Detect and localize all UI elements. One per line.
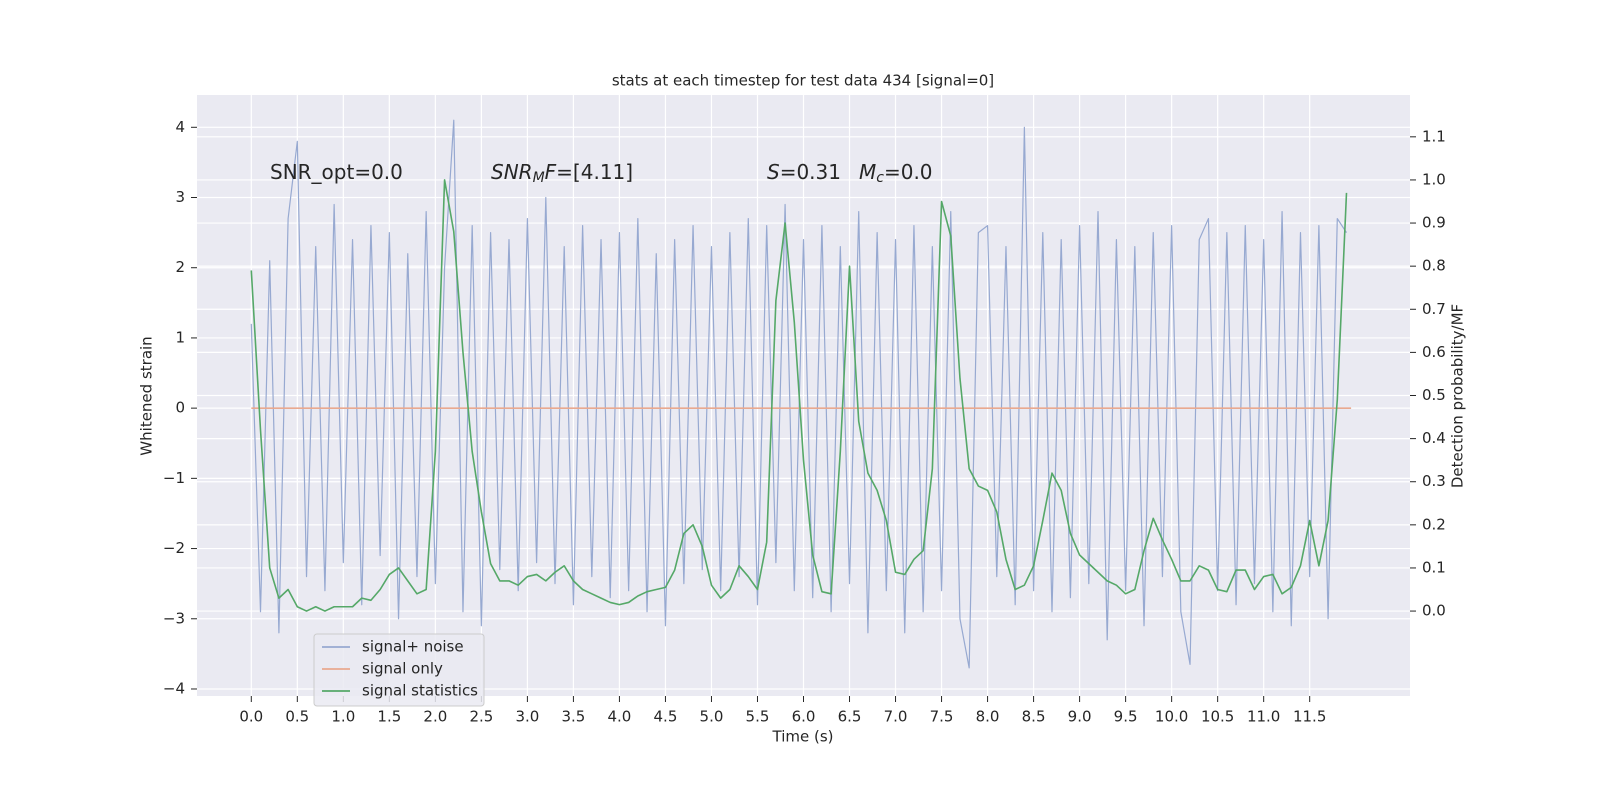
x-axis-label: Time (s) <box>772 728 834 746</box>
x-tick-label: 3.5 <box>561 708 585 726</box>
annotation-part: =0.31 <box>780 160 841 184</box>
annotation: SNRMF=[4.11] <box>491 160 633 187</box>
legend-label: signal only <box>362 660 443 678</box>
annotation-part: =0.0 <box>884 160 933 184</box>
series-line <box>250 179 1348 612</box>
y2-tick-label: 1.1 <box>1422 127 1446 145</box>
x-tick-label: 0.5 <box>285 708 309 726</box>
annotation-part: M <box>533 170 545 186</box>
grid <box>197 95 1410 696</box>
x-tick-label: 7.0 <box>884 708 908 726</box>
annotation-part: =[4.11] <box>556 160 633 184</box>
y2-tick-label: 0.4 <box>1422 429 1446 447</box>
x-tick-label: 6.5 <box>838 708 862 726</box>
annotation: Mc=0.0 <box>859 160 933 187</box>
y2-tick-label: 0.9 <box>1422 214 1446 232</box>
y-tick-label: 4 <box>175 118 185 136</box>
y2-tick-label: 1.0 <box>1422 170 1446 188</box>
x-tick-label: 3.0 <box>515 708 539 726</box>
y-tick-label: −3 <box>163 609 185 627</box>
x-tick-label: 1.5 <box>377 708 401 726</box>
y2-tick-label: 0.6 <box>1422 343 1446 361</box>
x-tick-label: 2.0 <box>423 708 447 726</box>
y-tick-label: −4 <box>163 679 185 697</box>
x-tick-label: 4.5 <box>654 708 678 726</box>
y2-axis-label: Detection probability/MF <box>1449 304 1467 488</box>
annotation-part: S <box>767 160 780 184</box>
y2-tick-label: 0.8 <box>1422 257 1446 275</box>
x-tick-label: 0.0 <box>239 708 263 726</box>
annotation: S=0.31 <box>767 160 841 184</box>
legend-label: signal statistics <box>362 682 478 700</box>
y-tick-label: 3 <box>175 188 185 206</box>
y2-tick-label: 0.1 <box>1422 558 1446 576</box>
x-tick-label: 8.5 <box>1022 708 1046 726</box>
y2-tick-label: 0.0 <box>1422 602 1446 620</box>
legend-label: signal+ noise <box>362 638 464 656</box>
series-line <box>250 119 1348 669</box>
y-tick-label: 2 <box>175 258 185 276</box>
x-tick-label: 11.5 <box>1293 708 1326 726</box>
x-tick-label: 5.0 <box>700 708 724 726</box>
marks <box>250 119 1352 669</box>
x-tick-label: 6.0 <box>792 708 816 726</box>
x-tick-label: 9.0 <box>1068 708 1092 726</box>
x-tick-label: 9.5 <box>1114 708 1138 726</box>
chart-title: stats at each timestep for test data 434… <box>612 72 994 90</box>
annotation-part: F <box>545 160 557 184</box>
y-tick-label: −2 <box>163 539 185 557</box>
x-tick-label: 10.0 <box>1155 708 1188 726</box>
x-tick-label: 7.5 <box>930 708 954 726</box>
y2-tick-label: 0.5 <box>1422 386 1446 404</box>
annotation-part: M <box>859 160 876 184</box>
annotation-part: SNR_opt=0.0 <box>270 160 403 184</box>
y-tick-label: 1 <box>175 328 185 346</box>
x-tick-label: 10.5 <box>1201 708 1234 726</box>
legend-box <box>313 633 485 707</box>
annotation-part: SNR <box>491 160 533 184</box>
x-tick-label: 5.5 <box>746 708 770 726</box>
y2-tick-label: 0.7 <box>1422 300 1446 318</box>
annotation-part: c <box>876 170 884 186</box>
y2-tick-label: 0.3 <box>1422 472 1446 490</box>
y-tick-label: 0 <box>175 399 185 417</box>
x-tick-label: 2.5 <box>469 708 493 726</box>
y2-tick-label: 0.2 <box>1422 515 1446 533</box>
x-tick-label: 1.0 <box>331 708 355 726</box>
x-tick-label: 8.0 <box>976 708 1000 726</box>
y-tick-label: −1 <box>163 469 185 487</box>
legend: signal+ noise signal only signal statistic… <box>313 633 485 707</box>
x-tick-label: 11.0 <box>1247 708 1280 726</box>
y-axis-label: Whitened strain <box>138 336 156 455</box>
annotation: SNR_opt=0.0 <box>270 160 403 184</box>
x-tick-label: 4.0 <box>608 708 632 726</box>
